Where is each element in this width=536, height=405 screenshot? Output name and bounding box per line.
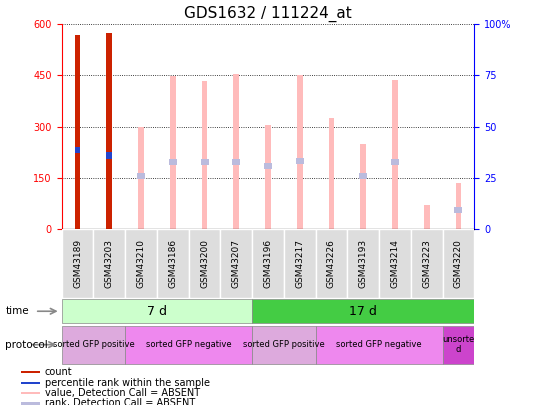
Bar — [75, 147, 80, 153]
Text: unsorte
d: unsorte d — [442, 335, 474, 354]
FancyBboxPatch shape — [379, 229, 411, 298]
Text: sorted GFP positive: sorted GFP positive — [53, 340, 134, 349]
FancyBboxPatch shape — [220, 229, 252, 298]
Bar — [21, 371, 40, 373]
Bar — [202, 81, 207, 229]
Bar — [233, 74, 239, 229]
Bar — [170, 76, 176, 229]
FancyBboxPatch shape — [443, 229, 474, 298]
Bar — [138, 127, 144, 229]
Text: 7 d: 7 d — [147, 305, 167, 318]
Bar — [424, 205, 429, 229]
Text: time: time — [5, 306, 29, 316]
Text: GSM43200: GSM43200 — [200, 239, 209, 288]
Text: GSM43226: GSM43226 — [327, 239, 336, 288]
Text: sorted GFP negative: sorted GFP negative — [146, 340, 232, 349]
Bar — [456, 183, 461, 229]
Text: GSM43186: GSM43186 — [168, 239, 177, 288]
Bar — [392, 80, 398, 229]
Text: rank, Detection Call = ABSENT: rank, Detection Call = ABSENT — [45, 399, 195, 405]
FancyBboxPatch shape — [157, 229, 189, 298]
Text: GSM43223: GSM43223 — [422, 239, 431, 288]
Text: GSM43210: GSM43210 — [137, 239, 145, 288]
FancyBboxPatch shape — [411, 229, 443, 298]
Text: value, Detection Call = ABSENT: value, Detection Call = ABSENT — [45, 388, 200, 398]
Text: sorted GFP negative: sorted GFP negative — [336, 340, 422, 349]
Bar — [106, 152, 112, 159]
Bar — [232, 159, 240, 165]
Bar — [265, 125, 271, 229]
FancyBboxPatch shape — [125, 326, 252, 364]
FancyBboxPatch shape — [252, 326, 316, 364]
Text: GSM43189: GSM43189 — [73, 239, 82, 288]
FancyBboxPatch shape — [443, 326, 474, 364]
Text: GSM43196: GSM43196 — [264, 239, 272, 288]
Bar — [359, 173, 367, 179]
FancyBboxPatch shape — [62, 299, 252, 324]
Text: percentile rank within the sample: percentile rank within the sample — [45, 378, 210, 388]
Text: GSM43193: GSM43193 — [359, 239, 368, 288]
Bar — [21, 382, 40, 384]
Text: count: count — [45, 367, 72, 377]
Bar — [137, 173, 145, 179]
Bar — [297, 75, 303, 229]
FancyBboxPatch shape — [93, 229, 125, 298]
Text: protocol: protocol — [5, 340, 48, 350]
Text: 17 d: 17 d — [349, 305, 377, 318]
Bar — [169, 159, 177, 165]
Text: sorted GFP positive: sorted GFP positive — [243, 340, 325, 349]
FancyBboxPatch shape — [252, 299, 474, 324]
FancyBboxPatch shape — [62, 229, 93, 298]
Bar — [329, 118, 334, 229]
FancyBboxPatch shape — [347, 229, 379, 298]
Text: GSM43214: GSM43214 — [391, 239, 399, 288]
Text: GSM43220: GSM43220 — [454, 239, 463, 288]
Bar — [360, 144, 366, 229]
FancyBboxPatch shape — [252, 229, 284, 298]
FancyBboxPatch shape — [125, 229, 157, 298]
Bar — [107, 33, 112, 229]
FancyBboxPatch shape — [316, 229, 347, 298]
FancyBboxPatch shape — [284, 229, 316, 298]
Bar — [75, 34, 80, 229]
Text: GSM43217: GSM43217 — [295, 239, 304, 288]
FancyBboxPatch shape — [189, 229, 220, 298]
Bar — [21, 402, 40, 405]
Text: GSM43207: GSM43207 — [232, 239, 241, 288]
Bar — [455, 207, 463, 213]
Bar — [200, 159, 209, 165]
Bar — [391, 159, 399, 165]
Bar — [264, 163, 272, 169]
Text: GSM43203: GSM43203 — [105, 239, 114, 288]
FancyBboxPatch shape — [316, 326, 443, 364]
Bar — [21, 392, 40, 394]
Title: GDS1632 / 111224_at: GDS1632 / 111224_at — [184, 5, 352, 21]
FancyBboxPatch shape — [62, 326, 125, 364]
Bar — [296, 158, 304, 164]
